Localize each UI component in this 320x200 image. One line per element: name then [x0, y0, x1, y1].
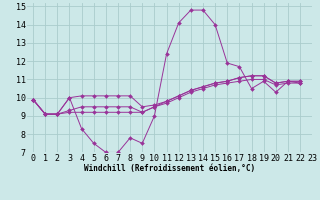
X-axis label: Windchill (Refroidissement éolien,°C): Windchill (Refroidissement éolien,°C)	[84, 164, 255, 173]
